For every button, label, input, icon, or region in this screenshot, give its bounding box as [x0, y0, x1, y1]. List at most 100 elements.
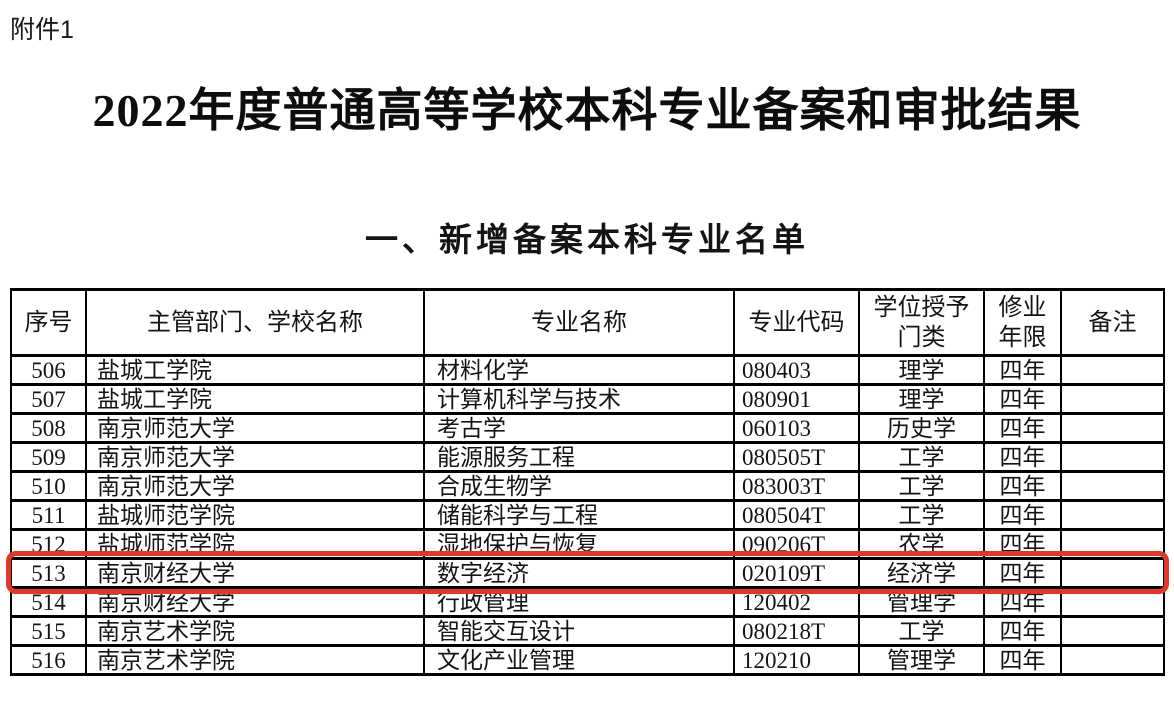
majors-table: 序号 主管部门、学校名称 专业名称 专业代码 学位授予 门类 修业 年限 备注 506 盐城工… — [10, 288, 1165, 676]
cell-note — [1060, 499, 1165, 531]
table-row: 516 南京艺术学院 文化产业管理 120210 管理学 四年 — [10, 644, 1165, 676]
column-header-school: 主管部门、学校名称 — [85, 288, 425, 357]
cell-school: 南京师范大学 — [85, 412, 425, 444]
table-row: 510 南京师范大学 合成生物学 083003T 工学 四年 — [10, 470, 1165, 502]
column-header-no: 序号 — [10, 288, 87, 357]
column-header-note: 备注 — [1060, 288, 1165, 357]
cell-note — [1060, 615, 1165, 647]
cell-major: 储能科学与工程 — [423, 499, 735, 531]
cell-code: 080504T — [733, 499, 860, 531]
table-header-row: 序号 主管部门、学校名称 专业名称 专业代码 学位授予 门类 修业 年限 备注 — [10, 288, 1165, 357]
cell-no: 506 — [10, 354, 87, 386]
table-row: 508 南京师范大学 考古学 060103 历史学 四年 — [10, 412, 1165, 444]
cell-note — [1060, 557, 1165, 589]
table-row: 507 盐城工学院 计算机科学与技术 080901 理学 四年 — [10, 383, 1165, 415]
cell-major: 考古学 — [423, 412, 735, 444]
cell-code: 020109T — [733, 557, 860, 589]
cell-no: 515 — [10, 615, 87, 647]
cell-school: 南京财经大学 — [85, 586, 425, 618]
cell-no: 507 — [10, 383, 87, 415]
cell-note — [1060, 412, 1165, 444]
cell-note — [1060, 644, 1165, 676]
cell-code: 120210 — [733, 644, 860, 676]
cell-major: 行政管理 — [423, 586, 735, 618]
cell-note — [1060, 354, 1165, 386]
cell-code: 090206T — [733, 528, 860, 560]
cell-major: 合成生物学 — [423, 470, 735, 502]
cell-no: 514 — [10, 586, 87, 618]
cell-major: 湿地保护与恢复 — [423, 528, 735, 560]
column-header-major: 专业名称 — [423, 288, 735, 357]
cell-school: 盐城师范学院 — [85, 499, 425, 531]
cell-code: 080505T — [733, 441, 860, 473]
table-row: 514 南京财经大学 行政管理 120402 管理学 四年 — [10, 586, 1165, 618]
table-row: 506 盐城工学院 材料化学 080403 理学 四年 — [10, 354, 1165, 386]
table-wrapper: 序号 主管部门、学校名称 专业名称 专业代码 学位授予 门类 修业 年限 备注 506 盐城工… — [6, 288, 1169, 676]
cell-degree: 工学 — [858, 470, 985, 502]
cell-years: 四年 — [983, 586, 1062, 618]
cell-no: 510 — [10, 470, 87, 502]
cell-note — [1060, 528, 1165, 560]
page-title: 2022年度普通高等学校本科专业备案和审批结果 — [92, 85, 1082, 136]
cell-years: 四年 — [983, 383, 1062, 415]
column-header-years: 修业 年限 — [983, 288, 1062, 357]
table-row: 512 盐城师范学院 湿地保护与恢复 090206T 农学 四年 — [10, 528, 1165, 560]
cell-degree: 工学 — [858, 615, 985, 647]
cell-school: 南京师范大学 — [85, 470, 425, 502]
table-row: 515 南京艺术学院 智能交互设计 080218T 工学 四年 — [10, 615, 1165, 647]
cell-major: 材料化学 — [423, 354, 735, 386]
cell-years: 四年 — [983, 557, 1062, 589]
cell-major: 智能交互设计 — [423, 615, 735, 647]
cell-years: 四年 — [983, 470, 1062, 502]
cell-code: 120402 — [733, 586, 860, 618]
cell-degree: 经济学 — [858, 557, 985, 589]
cell-degree: 农学 — [858, 528, 985, 560]
attachment-label: 附件1 — [10, 16, 74, 44]
cell-school: 盐城师范学院 — [85, 528, 425, 560]
table-head: 序号 主管部门、学校名称 专业名称 专业代码 学位授予 门类 修业 年限 备注 — [10, 288, 1165, 357]
cell-years: 四年 — [983, 499, 1062, 531]
column-header-code: 专业代码 — [733, 288, 860, 357]
cell-years: 四年 — [983, 441, 1062, 473]
cell-no: 509 — [10, 441, 87, 473]
cell-no: 513 — [10, 557, 87, 589]
table-body: 506 盐城工学院 材料化学 080403 理学 四年 507 盐城工学院 计算机科学与技术 08… — [10, 354, 1165, 676]
cell-code: 080218T — [733, 615, 860, 647]
cell-school: 盐城工学院 — [85, 354, 425, 386]
cell-years: 四年 — [983, 354, 1062, 386]
cell-degree: 管理学 — [858, 644, 985, 676]
cell-major: 计算机科学与技术 — [423, 383, 735, 415]
cell-school: 盐城工学院 — [85, 383, 425, 415]
column-header-degree: 学位授予 门类 — [858, 288, 985, 357]
cell-no: 516 — [10, 644, 87, 676]
cell-code: 080901 — [733, 383, 860, 415]
cell-years: 四年 — [983, 528, 1062, 560]
table-row: 509 南京师范大学 能源服务工程 080505T 工学 四年 — [10, 441, 1165, 473]
cell-degree: 历史学 — [858, 412, 985, 444]
cell-years: 四年 — [983, 615, 1062, 647]
section-heading: 一、新增备案本科专业名单 — [365, 221, 809, 258]
cell-degree: 管理学 — [858, 586, 985, 618]
cell-years: 四年 — [983, 644, 1062, 676]
cell-school: 南京财经大学 — [85, 557, 425, 589]
cell-code: 080403 — [733, 354, 860, 386]
cell-note — [1060, 441, 1165, 473]
cell-degree: 理学 — [858, 354, 985, 386]
cell-school: 南京艺术学院 — [85, 644, 425, 676]
cell-major: 能源服务工程 — [423, 441, 735, 473]
cell-note — [1060, 383, 1165, 415]
cell-note — [1060, 586, 1165, 618]
table-row: 513 南京财经大学 数字经济 020109T 经济学 四年 — [10, 557, 1165, 589]
cell-no: 508 — [10, 412, 87, 444]
cell-degree: 理学 — [858, 383, 985, 415]
cell-degree: 工学 — [858, 441, 985, 473]
cell-major: 文化产业管理 — [423, 644, 735, 676]
table-row: 511 盐城师范学院 储能科学与工程 080504T 工学 四年 — [10, 499, 1165, 531]
cell-no: 511 — [10, 499, 87, 531]
cell-no: 512 — [10, 528, 87, 560]
cell-school: 南京师范大学 — [85, 441, 425, 473]
cell-years: 四年 — [983, 412, 1062, 444]
cell-degree: 工学 — [858, 499, 985, 531]
cell-major: 数字经济 — [423, 557, 735, 589]
